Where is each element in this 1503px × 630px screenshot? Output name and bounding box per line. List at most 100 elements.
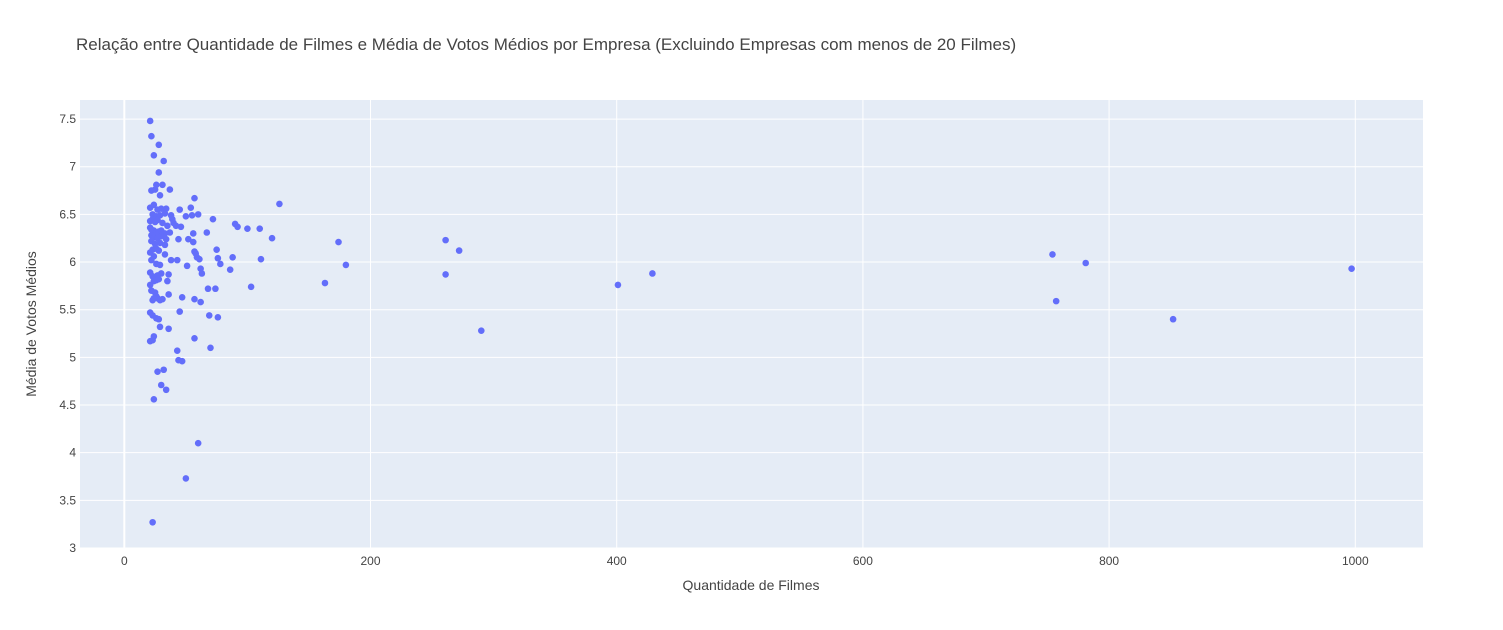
scatter-point	[155, 315, 163, 323]
scatter-point	[214, 314, 222, 321]
y-tick-label: 7.5	[59, 112, 76, 126]
scatter-point	[167, 256, 175, 264]
scatter-point	[256, 225, 264, 232]
scatter-point	[189, 230, 197, 237]
scatter-point	[157, 233, 165, 240]
scatter-point	[276, 200, 283, 208]
scatter-point	[154, 216, 161, 224]
scatter-point	[159, 219, 166, 227]
scatter-point	[173, 256, 181, 264]
scatter-point	[165, 271, 172, 278]
scatter-point	[455, 247, 463, 254]
x-tick-label: 1000	[1342, 554, 1369, 568]
y-tick-label: 5	[69, 350, 76, 364]
scatter-point	[198, 270, 206, 277]
x-tick-label: 200	[360, 554, 380, 568]
scatter-point	[176, 308, 184, 315]
chart-title: Relação entre Quantidade de Filmes e Méd…	[76, 35, 1016, 54]
scatter-point	[177, 223, 185, 231]
scatter-point	[154, 368, 161, 375]
y-tick-label: 6.5	[59, 207, 76, 221]
scatter-point	[150, 201, 158, 209]
scatter-point	[183, 262, 191, 270]
scatter-point	[342, 261, 350, 269]
scatter-point	[173, 347, 181, 354]
scatter-point	[176, 206, 184, 213]
scatter-point	[1049, 251, 1056, 258]
scatter-point	[166, 186, 174, 193]
scatter-point	[159, 181, 166, 189]
scatter-point	[165, 325, 172, 333]
scatter-point	[157, 381, 165, 389]
scatter-point	[194, 211, 202, 218]
scatter-point	[182, 212, 190, 220]
x-gridlines	[123, 100, 1356, 548]
scatter-point	[151, 186, 159, 193]
y-tick-label: 3	[69, 541, 76, 555]
scatter-point	[146, 117, 154, 125]
scatter-point	[157, 270, 165, 277]
scatter-point	[1169, 315, 1177, 323]
scatter-point	[155, 141, 163, 149]
scatter-point	[194, 439, 202, 447]
scatter-point	[157, 205, 165, 212]
scatter-point	[1082, 259, 1090, 267]
scatter-point	[614, 281, 622, 289]
scatter-point	[191, 295, 198, 303]
scatter-point	[164, 222, 171, 230]
x-tick-label: 800	[1099, 554, 1119, 568]
scatter-point	[1052, 297, 1060, 305]
scatter-point	[161, 210, 169, 217]
scatter-point	[161, 241, 169, 249]
scatter-point	[188, 212, 196, 219]
x-tick-label: 0	[121, 554, 128, 568]
y-tick-label: 4.5	[59, 398, 76, 412]
scatter-point	[156, 296, 164, 304]
scatter-point	[185, 235, 192, 243]
y-axis-title: Média de Votos Médios	[23, 251, 39, 397]
scatter-point	[150, 396, 158, 403]
scatter-point	[335, 238, 342, 246]
scatter-point	[229, 253, 236, 261]
scatter-point	[217, 260, 224, 268]
scatter-point	[442, 236, 449, 244]
y-tick-label: 3.5	[59, 493, 76, 507]
scatter-points	[146, 117, 1355, 526]
scatter-point	[165, 291, 172, 298]
x-tick-label: 600	[853, 554, 873, 568]
scatter-point	[146, 281, 154, 289]
scatter-point	[161, 251, 169, 258]
x-tick-labels: 0 200 400 600 800 1000	[121, 554, 1369, 568]
y-tick-label: 7	[69, 160, 76, 174]
scatter-point	[150, 151, 158, 159]
scatter-point	[649, 270, 656, 277]
scatter-point	[209, 215, 217, 223]
scatter-point	[182, 475, 190, 482]
scatter-point	[160, 157, 168, 165]
scatter-point	[321, 279, 329, 287]
x-tick-label: 400	[607, 554, 627, 568]
scatter-point	[169, 215, 176, 223]
scatter-point	[442, 271, 449, 278]
scatter-point	[213, 246, 220, 253]
scatter-point	[226, 266, 234, 273]
scatter-point	[189, 238, 197, 246]
scatter-point	[257, 255, 265, 263]
scatter-point	[187, 204, 195, 212]
scatter-point	[162, 386, 170, 394]
scatter-point	[204, 285, 212, 293]
y-tick-labels: 3 3.5 4 4.5 5 5.5 6 6.5 7 7.5	[59, 112, 76, 555]
scatter-point	[192, 250, 200, 257]
scatter-point	[156, 192, 164, 199]
scatter-point	[156, 323, 164, 331]
scatter-point	[162, 235, 170, 243]
scatter-point	[196, 255, 203, 263]
scatter-point	[191, 334, 198, 342]
scatter-point	[164, 277, 171, 285]
scatter-point	[156, 261, 164, 269]
scatter-point	[146, 337, 154, 345]
y-gridlines	[80, 118, 1423, 549]
y-tick-label: 4	[69, 446, 76, 460]
scatter-point	[160, 366, 168, 374]
